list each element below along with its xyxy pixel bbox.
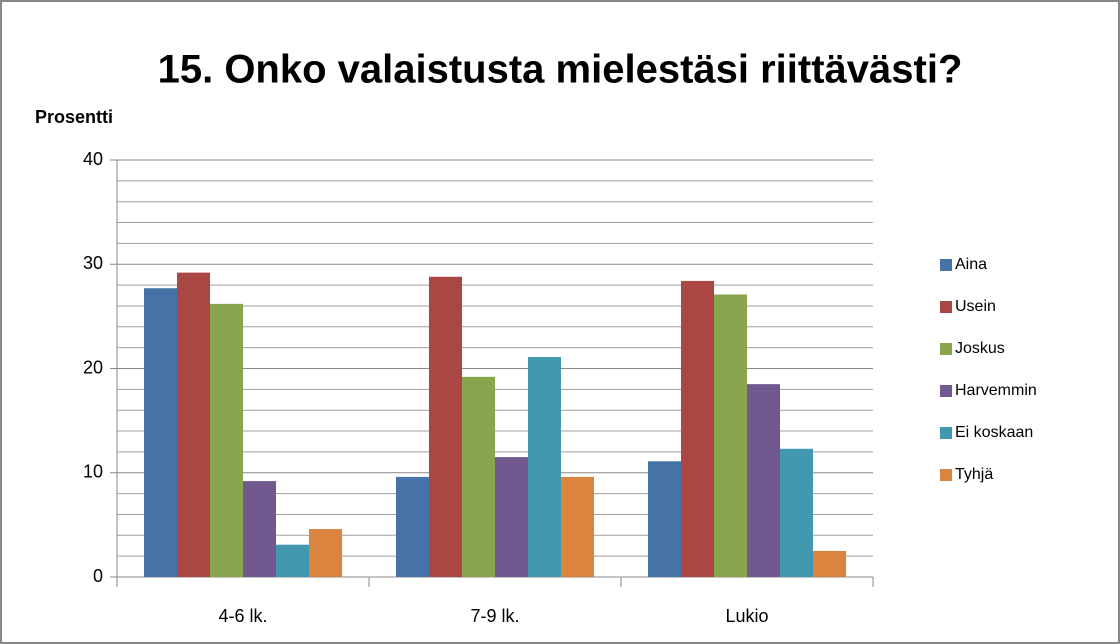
bar (309, 529, 342, 577)
bar (561, 476, 594, 577)
legend-swatch (940, 427, 952, 439)
bar (780, 448, 813, 577)
bar (648, 461, 681, 577)
legend-swatch (940, 259, 952, 271)
legend-swatch (940, 343, 952, 355)
bar (210, 303, 243, 577)
x-tick-label: 7-9 lk. (470, 606, 519, 626)
legend-label: Tyhjä (955, 466, 993, 483)
legend-label: Harvemmin (955, 382, 1037, 399)
legend-swatch (940, 301, 952, 313)
bar (714, 294, 747, 577)
legend-label: Usein (955, 298, 996, 315)
y-tick-label: 20 (83, 357, 103, 377)
y-tick-label: 40 (83, 149, 103, 169)
legend-label: Aina (955, 256, 987, 273)
legend-label: Ei koskaan (955, 424, 1033, 441)
bar (429, 276, 462, 577)
bar (681, 280, 714, 577)
bar (813, 550, 846, 577)
x-tick-label: Lukio (725, 606, 768, 626)
y-axis-label: Prosentti (35, 107, 113, 127)
y-tick-label: 10 (83, 462, 103, 482)
bar (243, 481, 276, 577)
x-tick-label: 4-6 lk. (218, 606, 267, 626)
y-tick-label: 30 (83, 253, 103, 273)
bar (144, 288, 177, 577)
bar (528, 357, 561, 577)
y-tick-label: 0 (93, 566, 103, 586)
chart-title: 15. Onko valaistusta mielestäsi riittävä… (158, 48, 963, 92)
legend-label: Joskus (955, 340, 1005, 357)
bar (747, 384, 780, 577)
bar (495, 457, 528, 577)
bar (177, 272, 210, 577)
bar (276, 544, 309, 577)
bar (396, 476, 429, 577)
legend-swatch (940, 469, 952, 481)
legend-swatch (940, 385, 952, 397)
bar (462, 376, 495, 577)
